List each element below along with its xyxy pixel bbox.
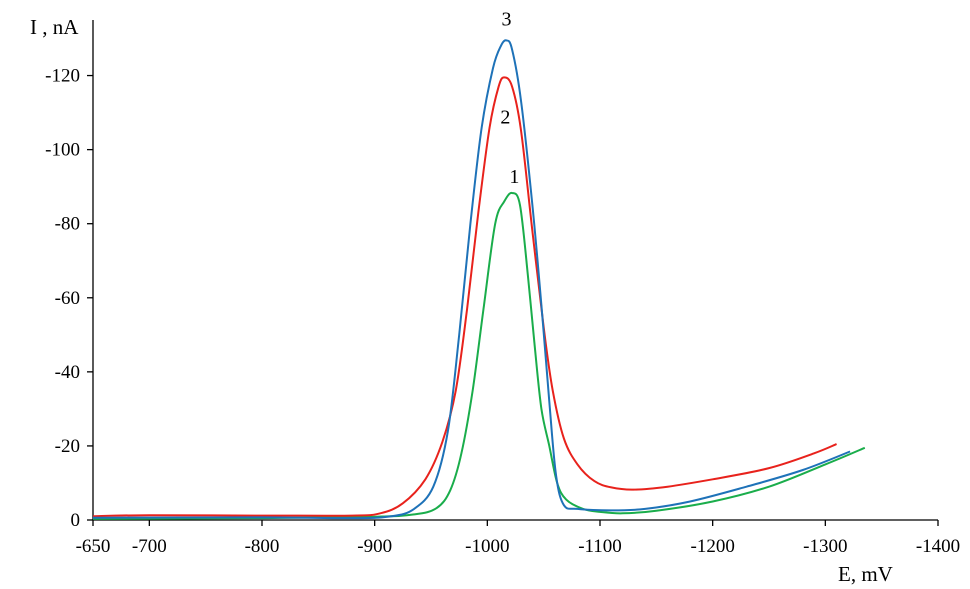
curve-3-label: 3 [501, 9, 511, 31]
curve-2-line [92, 76, 837, 518]
x-tick-label: -1100 [578, 536, 622, 557]
x-tick-label: -1200 [691, 536, 735, 557]
curves [92, 39, 866, 520]
x-axis-title: E, mV [838, 562, 893, 586]
y-tick-label: -80 [55, 214, 80, 235]
y-axis-title: I , nA [30, 15, 79, 39]
y-tick-label: -120 [45, 66, 80, 87]
y-tick-label: -100 [45, 140, 80, 161]
x-tick-label: -650 [76, 536, 111, 557]
x-tick-label: -1300 [803, 536, 847, 557]
x-tick-label: -1400 [916, 536, 960, 557]
axes [92, 20, 938, 521]
x-tick-label: -700 [132, 536, 167, 557]
y-tick-label: 0 [71, 510, 81, 531]
curve-3-line [92, 39, 851, 520]
y-tick-label: -60 [55, 288, 80, 309]
x-tick-label: -900 [357, 536, 392, 557]
curve-labels: 1 2 3 [500, 9, 519, 188]
y-tick-label: -20 [55, 436, 80, 457]
x-axis-ticks: -650 -700 -800 -900 -1000 -1100 -1200 -1300 -140… [76, 520, 960, 557]
y-tick-label: -40 [55, 362, 80, 383]
curve-1-label: 1 [509, 166, 519, 188]
x-tick-label: -800 [245, 536, 280, 557]
curve-1-line [92, 191, 866, 520]
y-axis-ticks: 0 -20 -40 -60 -80 -100 -120 [45, 66, 93, 531]
curve-2-label: 2 [500, 107, 510, 129]
x-tick-label: -1000 [465, 536, 509, 557]
